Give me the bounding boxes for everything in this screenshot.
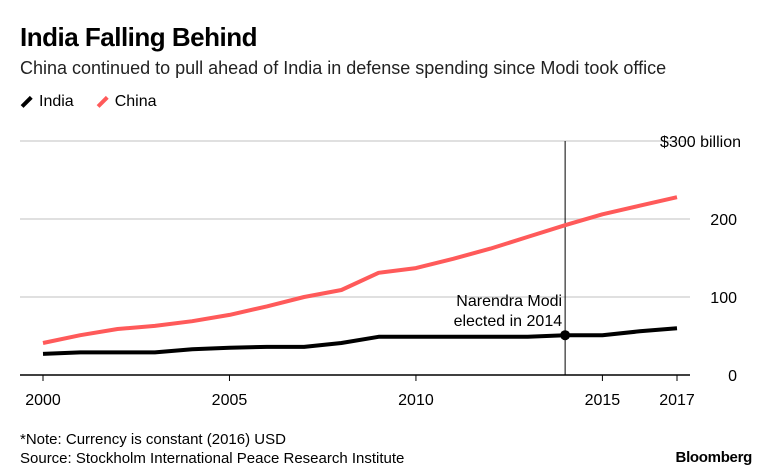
legend-label-india: India [39,93,74,110]
y-tick-label: 0 [728,368,737,385]
annotation-marker [560,330,571,341]
annotation-text: elected in 2014 [454,313,563,330]
series-line-india [42,326,678,356]
chart-title: India Falling Behind [20,22,258,52]
x-tick-label: 2015 [585,392,621,409]
x-tick-label: 2017 [659,392,695,409]
footnote: *Note: Currency is constant (2016) USD [20,431,286,448]
x-tick-label: 2000 [25,392,61,409]
y-tick-label: 200 [710,212,737,229]
x-tick-label: 2010 [398,392,434,409]
legend-item-india: India [20,93,74,111]
footer: *Note: Currency is constant (2016) USD S… [20,430,404,468]
bloomberg-logo: Bloomberg [675,449,753,466]
legend-label-china: China [114,93,157,110]
source: Source: Stockholm International Peace Re… [20,450,405,467]
x-tick-label: 2005 [212,392,248,409]
series-line-china [42,195,678,345]
annotation-text: Narendra Modi [456,293,562,310]
legend-item-china: China [96,93,157,111]
chart-subtitle: China continued to pull ahead of India i… [20,58,667,78]
legend: India China [20,93,157,111]
y-tick-label: 100 [710,290,737,307]
y-tick-label: $300 billion [660,134,741,151]
